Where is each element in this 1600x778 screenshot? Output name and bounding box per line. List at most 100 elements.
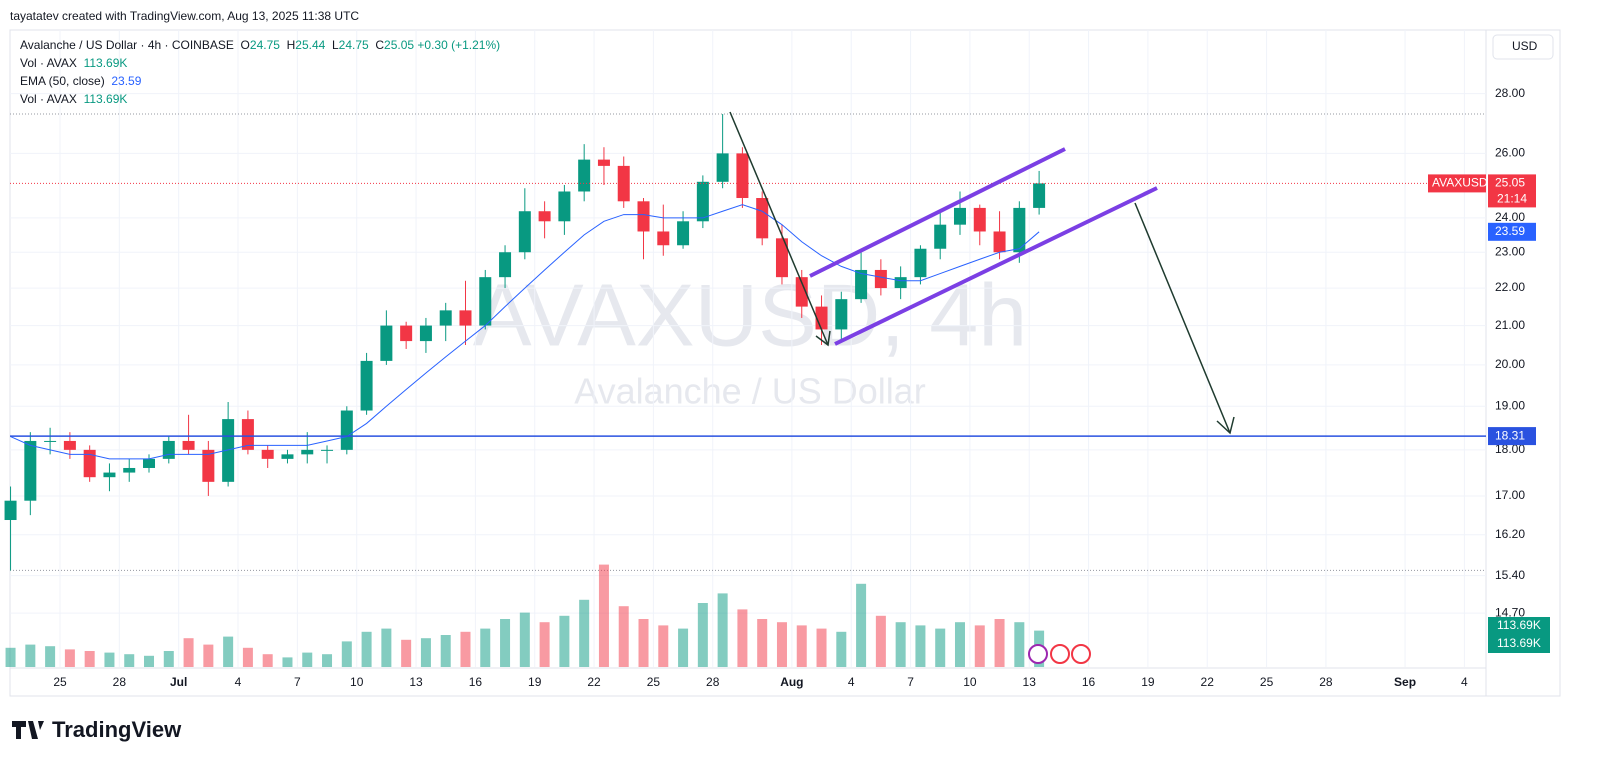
close-value: 25.05 [384, 38, 415, 52]
low-value: 24.75 [338, 38, 369, 52]
candle-body [677, 221, 690, 246]
volume-bar [757, 619, 768, 667]
x-tick-label: Sep [1394, 675, 1416, 689]
volume-bar [361, 631, 372, 667]
candle-body [657, 231, 670, 246]
volume-bar [954, 622, 965, 667]
volume-bar [500, 619, 511, 667]
volume-bar [658, 625, 669, 667]
symbol-label: AVAXUSD [1432, 176, 1488, 190]
candle-body [360, 360, 373, 411]
volume-bar [25, 644, 36, 667]
channel [809, 147, 1158, 346]
volume-bar [45, 646, 56, 667]
ema-line [10, 204, 1040, 460]
y-tick-label: 26.00 [1495, 146, 1525, 160]
volume-bar [519, 612, 530, 667]
candle-body [261, 449, 274, 459]
candle-body [24, 440, 37, 501]
volume-bar [717, 593, 728, 667]
y-tick-label: 15.40 [1495, 568, 1525, 582]
indicator-name: Vol · AVAX [20, 92, 77, 106]
candle-body [281, 454, 294, 459]
x-tick-label: 28 [706, 675, 720, 689]
x-tick-label: Aug [780, 675, 803, 689]
volume-bar [480, 628, 491, 667]
arrow-line [1134, 202, 1231, 434]
open-value: 24.75 [249, 38, 280, 52]
hline-label: 18.31 [1495, 428, 1525, 442]
watermark: AVAXUSD, 4h [473, 265, 1027, 364]
ema-label-box [1488, 222, 1536, 241]
volume-label-box [1488, 635, 1550, 653]
y-tick-label: 22.00 [1495, 280, 1525, 294]
volume-bar [776, 622, 787, 667]
candle-body [835, 299, 848, 330]
candle-body [1033, 183, 1046, 208]
volume-bar [895, 622, 906, 667]
volume-bar [737, 609, 748, 667]
candle-body [874, 269, 887, 289]
x-tick-label: 4 [235, 675, 242, 689]
indicator: Vol · AVAX 113.69K [20, 56, 127, 70]
attribution: tayatatev created with TradingView.com, … [10, 9, 359, 23]
candle-body [578, 159, 591, 192]
volume-bar [322, 654, 333, 667]
x-tick-label: 10 [963, 675, 977, 689]
candle-body [439, 310, 452, 326]
last-price-label: 25.05 [1495, 176, 1525, 190]
candle-body [518, 211, 531, 253]
candle-body [143, 458, 156, 468]
candle-body [419, 325, 432, 342]
y-tick-label: 18.00 [1495, 442, 1525, 456]
volume-bar [974, 625, 985, 667]
indicator-name: EMA (50, close) [20, 74, 105, 88]
brand: TradingView [52, 717, 182, 742]
plot [4, 30, 1486, 667]
y-tick-label: 24.00 [1495, 210, 1525, 224]
event-icon [1050, 644, 1070, 664]
candle-body [4, 500, 17, 521]
logo: TradingView [12, 717, 182, 742]
x-tick-label: 22 [587, 675, 601, 689]
last-price-label-box [1488, 174, 1536, 193]
volume-bar [282, 657, 293, 667]
volume-bar [5, 647, 16, 667]
x-tick-label: 10 [350, 675, 364, 689]
volume-bar [618, 606, 629, 667]
currency[interactable]: USD [1512, 39, 1538, 53]
volume-bar [915, 625, 926, 667]
change: +0.30 (+1.21%) [417, 38, 501, 52]
currency-button[interactable] [1492, 34, 1554, 60]
candle-body [993, 231, 1006, 253]
candle-body [182, 440, 195, 450]
volume-bar [381, 628, 392, 667]
volume-bar [460, 631, 471, 667]
y-tick-label: 20.00 [1495, 357, 1525, 371]
volume-bar [84, 651, 95, 667]
drawings [729, 111, 1235, 435]
candle-body [973, 207, 986, 232]
indicator: Vol · AVAX 113.69K [20, 92, 127, 106]
candle-body [894, 277, 907, 289]
y-tick-label: 21.00 [1495, 318, 1525, 332]
volume-bar [163, 651, 174, 667]
y-tick-label: 17.00 [1495, 488, 1525, 502]
watermark-subtitle: Avalanche / US Dollar [574, 371, 926, 412]
candle-body [1013, 207, 1026, 253]
arrow-head [1216, 416, 1235, 435]
x-tick-label: 7 [294, 675, 301, 689]
candle-body [934, 224, 947, 249]
volume-bar [302, 652, 313, 667]
candle-body [914, 248, 927, 278]
candle-body [241, 419, 254, 450]
arrow-line [729, 111, 829, 346]
volume-bar [856, 583, 867, 667]
candle-body [459, 310, 472, 326]
x-tick-label: 28 [1319, 675, 1333, 689]
candle-body [617, 165, 630, 202]
logo-mark [12, 721, 44, 739]
volume-bar [994, 619, 1005, 667]
indicator-value: 113.69K [83, 56, 128, 70]
